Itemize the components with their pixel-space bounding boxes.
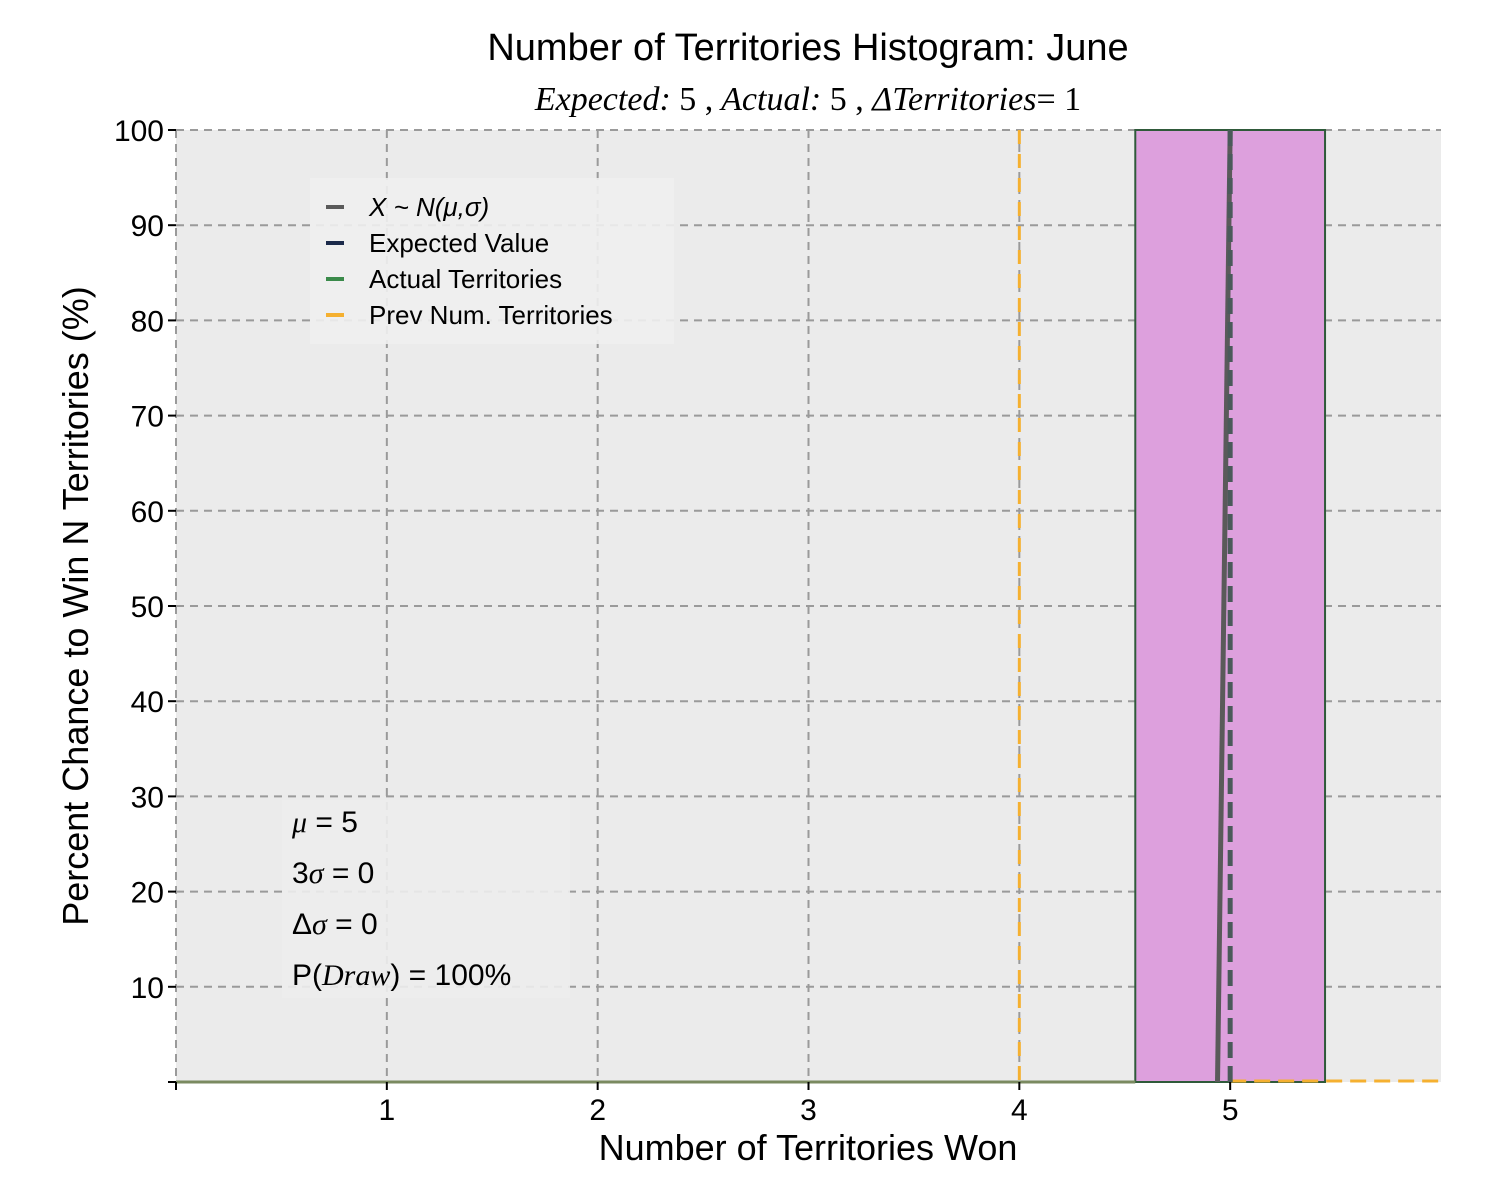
legend-label: X ~ N(μ,σ) <box>368 192 489 222</box>
subtitle-expected-label: Expected: <box>534 81 671 118</box>
y-tick-label: 20 <box>131 877 164 910</box>
x-tick-label: 5 <box>1222 1094 1239 1127</box>
chart-title: Number of Territories Histogram: June <box>487 27 1128 69</box>
legend-box <box>310 178 674 344</box>
y-tick-label: 80 <box>131 305 164 338</box>
x-tick-label: 3 <box>800 1094 817 1127</box>
subtitle-actual-value: 5 <box>830 81 847 118</box>
stats-box <box>282 800 570 998</box>
y-tick-label: 100 <box>114 115 164 148</box>
legend-label: Prev Num. Territories <box>369 300 613 330</box>
y-tick-label: 60 <box>131 496 164 529</box>
stats-line: μ = 5 <box>291 806 358 839</box>
chart-subtitle: Expected: 5 , Actual: 5 , ΔTerritories= … <box>534 81 1081 118</box>
x-tick-label: 4 <box>1011 1094 1028 1127</box>
y-tick-label: 50 <box>131 591 164 624</box>
legend-label: Actual Territories <box>369 264 562 294</box>
legend-label: Expected Value <box>369 228 549 258</box>
y-tick-label: 10 <box>131 972 164 1005</box>
y-tick-label: 70 <box>131 401 164 434</box>
y-tick-label: 90 <box>131 210 164 243</box>
x-tick-label: 2 <box>589 1094 606 1127</box>
subtitle-actual-label: Actual: <box>719 81 821 118</box>
plot-area: 1 2 3 4 5 10 20 30 40 50 60 70 80 90 100 X ~ N(μ,σ) Expe… <box>114 115 1441 1127</box>
y-axis-label: Percent Chance to Win N Territories (%) <box>55 286 96 926</box>
y-tick-label: 40 <box>131 686 164 719</box>
x-tick-label: 1 <box>378 1094 395 1127</box>
x-axis-label: Number of Territories Won <box>599 1127 1018 1168</box>
stats-line: P(Draw) = 100% <box>292 959 511 992</box>
subtitle-expected-value: 5 <box>679 81 696 118</box>
subtitle-delta-value: = 1 <box>1036 81 1081 118</box>
subtitle-delta-label: ΔTerritories <box>870 81 1036 118</box>
stats-line: Δσ = 0 <box>292 908 378 941</box>
stats-line: 3σ = 0 <box>292 857 374 890</box>
y-tick-label: 30 <box>131 781 164 814</box>
